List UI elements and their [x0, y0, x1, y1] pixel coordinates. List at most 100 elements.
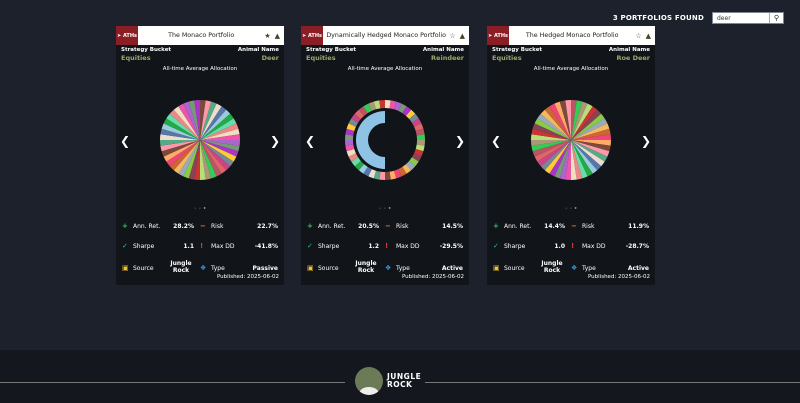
- bell-icon[interactable]: ▲: [645, 31, 651, 40]
- pie-slice: [571, 103, 593, 140]
- pie-slice: [416, 134, 425, 140]
- pie-slice: [394, 101, 402, 111]
- pie-slice: [398, 166, 407, 177]
- source-label: Source: [318, 264, 339, 272]
- prev-arrow-icon[interactable]: ❮: [305, 134, 316, 148]
- allocation-chart[interactable]: [531, 100, 611, 180]
- pie-slice: [405, 160, 416, 171]
- source-value: Jungle Rock: [541, 260, 563, 274]
- risk-value: 11.9%: [628, 222, 649, 230]
- pie-slice: [571, 113, 605, 140]
- next-arrow-icon[interactable]: ❯: [640, 134, 651, 148]
- bell-icon[interactable]: ▲: [274, 31, 280, 40]
- prev-arrow-icon[interactable]: ❮: [120, 134, 131, 148]
- strategy-value: Equities: [121, 54, 151, 62]
- animal-value: Reindeer: [431, 54, 464, 62]
- pie-slice: [571, 106, 598, 140]
- pie-slice: [200, 103, 222, 140]
- minus-icon: −: [385, 222, 391, 230]
- pie-slice: [571, 100, 583, 140]
- card-title[interactable]: The Monaco Portfolio: [168, 31, 235, 39]
- card-title[interactable]: The Hedged Monaco Portfolio: [525, 31, 619, 39]
- pie-slice: [169, 140, 200, 171]
- pie-slice: [531, 134, 571, 140]
- pie-slice: [200, 140, 206, 180]
- type-value: Passive: [252, 264, 278, 272]
- bell-icon[interactable]: ▲: [459, 31, 465, 40]
- carousel-dots[interactable]: • • •: [378, 206, 392, 212]
- aths-badge: ➤ ATHs: [116, 26, 138, 45]
- next-arrow-icon[interactable]: ❯: [269, 134, 280, 148]
- pie-slice: [200, 134, 240, 140]
- pie-slice: [194, 100, 200, 140]
- star-icon[interactable]: ☆: [635, 31, 642, 40]
- pie-slice: [416, 140, 425, 146]
- badge-label: ATHs: [307, 32, 322, 39]
- portfolio-card[interactable]: ➤ ATHs The Monaco Portfolio ★ ▲ Strategy …: [116, 26, 284, 285]
- pie-slice: [571, 134, 611, 140]
- next-arrow-icon[interactable]: ❯: [454, 134, 465, 148]
- star-icon[interactable]: ★: [264, 31, 271, 40]
- pie-slice: [414, 123, 424, 131]
- pie-slice: [200, 140, 222, 177]
- pie-slice: [405, 109, 416, 120]
- pie-slice: [571, 123, 610, 140]
- pie-slice: [160, 140, 200, 146]
- pie-slice: [571, 100, 577, 140]
- tag-icon: ❖: [385, 264, 392, 272]
- pie-slice: [348, 118, 359, 127]
- pie-slice: [200, 140, 231, 171]
- sharpe-value: 1.0: [554, 242, 565, 250]
- type-value: Active: [441, 264, 463, 272]
- allocation-title: All-time Average Allocation: [533, 66, 609, 72]
- pie-slice: [363, 103, 372, 114]
- strategy-value: Equities: [306, 54, 336, 62]
- risk-value: 14.5%: [442, 222, 463, 230]
- pie-slice: [345, 144, 355, 152]
- pie-slice: [389, 170, 397, 180]
- portfolio-card[interactable]: ➤ ATHs The Hedged Monaco Portfolio ☆ ▲ St…: [487, 26, 655, 285]
- pie-slice: [385, 100, 391, 109]
- pie-slice: [200, 128, 240, 140]
- pie-slice: [411, 153, 422, 162]
- pie-slice: [571, 140, 593, 177]
- source-label: Source: [133, 264, 154, 272]
- pie-slice: [534, 118, 571, 140]
- pie-slice: [532, 123, 571, 140]
- allocation-chart[interactable]: [160, 100, 240, 180]
- pie-slice: [571, 140, 602, 171]
- pie-slice: [200, 106, 227, 140]
- search-icon[interactable]: ⚲: [769, 13, 783, 23]
- maxdd-label: Max DD: [211, 242, 235, 250]
- type-label: Type: [396, 264, 410, 272]
- pie-slice: [351, 157, 361, 167]
- star-icon[interactable]: ☆: [449, 31, 456, 40]
- pie-slice: [537, 140, 571, 167]
- pie-slice: [537, 113, 571, 140]
- prev-arrow-icon[interactable]: ❮: [491, 134, 502, 148]
- pie-slice: [173, 140, 200, 174]
- pie-slice: [571, 140, 610, 157]
- pie-slice: [348, 153, 359, 162]
- search-input[interactable]: [713, 13, 769, 23]
- pie-slice: [166, 113, 200, 140]
- allocation-chart[interactable]: [345, 100, 425, 180]
- card-header: ➤ ATHs The Hedged Monaco Portfolio ☆ ▲: [487, 26, 655, 45]
- allocation-title: All-time Average Allocation: [347, 66, 423, 72]
- pie-slice: [402, 106, 412, 116]
- jungle-rock-logo[interactable]: JUNGLE ROCK: [355, 367, 421, 395]
- plus-icon: +: [122, 222, 128, 230]
- search-box: ⚲: [712, 12, 784, 24]
- portfolio-card[interactable]: ➤ ATHs Dynamically Hedged Monaco Portfol…: [301, 26, 469, 285]
- footer: [0, 350, 800, 403]
- carousel-dots[interactable]: • • •: [564, 206, 578, 212]
- sharpe-label: Sharpe: [133, 242, 155, 250]
- pie-slice: [565, 140, 571, 180]
- pie-slice: [345, 128, 355, 136]
- pie-slice: [549, 103, 571, 140]
- card-title[interactable]: Dynamically Hedged Monaco Portfolio: [326, 31, 446, 39]
- exclamation-icon: !: [385, 242, 389, 250]
- carousel-dots[interactable]: • • •: [193, 206, 207, 212]
- palm-tree-icon: [355, 367, 383, 395]
- pie-slice: [358, 164, 368, 174]
